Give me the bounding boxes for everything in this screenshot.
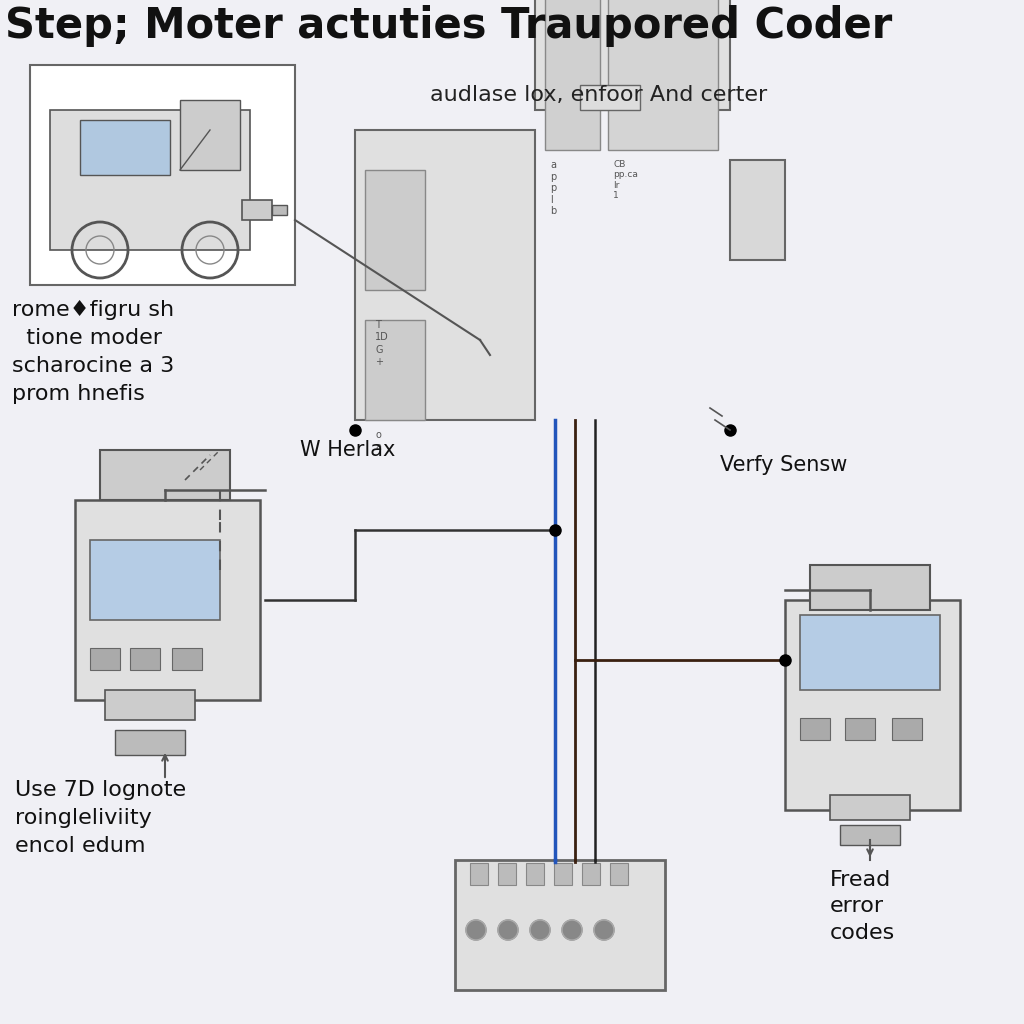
Bar	[355, 130, 535, 420]
Circle shape	[498, 920, 518, 940]
Circle shape	[466, 920, 486, 940]
Text: Step; Moter actuties Traupored Coder: Step; Moter actuties Traupored Coder	[5, 5, 892, 47]
Bar	[470, 863, 488, 885]
Bar	[730, 160, 785, 260]
Text: Fread
error
codes: Fread error codes	[830, 870, 895, 943]
Bar	[840, 825, 900, 845]
Bar	[172, 648, 202, 670]
Bar	[845, 718, 874, 740]
Text: Verfy Sensw: Verfy Sensw	[720, 455, 848, 475]
Bar	[90, 540, 220, 620]
Bar	[115, 730, 185, 755]
Text: W Herlax: W Herlax	[300, 440, 395, 460]
Bar	[810, 565, 930, 610]
Bar	[272, 205, 287, 215]
Bar	[608, 0, 718, 150]
Text: audlase lox, enfoor And certer: audlase lox, enfoor And certer	[430, 85, 767, 105]
Bar	[498, 863, 516, 885]
Bar	[242, 200, 272, 220]
Text: Use 7D lognote
roingleliviity
encol edum: Use 7D lognote roingleliviity encol edum	[15, 780, 186, 856]
Circle shape	[562, 920, 582, 940]
Bar	[580, 85, 640, 110]
Bar	[785, 600, 961, 810]
Bar	[100, 450, 230, 500]
Bar	[582, 863, 600, 885]
Bar	[554, 863, 572, 885]
Bar	[50, 110, 250, 250]
Bar	[365, 170, 425, 290]
Text: o
a: o a	[375, 430, 381, 452]
Bar	[455, 860, 665, 990]
Bar	[800, 718, 830, 740]
Bar	[90, 648, 120, 670]
Circle shape	[530, 920, 550, 940]
Bar	[80, 120, 170, 175]
Text: a
p
p
l
b: a p p l b	[550, 160, 556, 216]
Bar	[892, 718, 922, 740]
Bar	[545, 0, 600, 150]
Text: CB
pp.ca
lr
1: CB pp.ca lr 1	[613, 160, 638, 201]
Bar	[180, 100, 240, 170]
Bar	[830, 795, 910, 820]
Bar	[800, 615, 940, 690]
Bar	[535, 0, 730, 110]
Bar	[75, 500, 260, 700]
Text: T
1D
G
+: T 1D G +	[375, 319, 389, 368]
Bar	[610, 863, 628, 885]
Bar	[365, 319, 425, 420]
Bar	[130, 648, 160, 670]
Bar	[105, 690, 195, 720]
Bar	[526, 863, 544, 885]
Circle shape	[594, 920, 614, 940]
Text: rome♦figru sh
  tione moder
scharocine a 3
prom hnefis: rome♦figru sh tione moder scharocine a 3…	[12, 300, 174, 404]
Bar	[30, 65, 295, 285]
